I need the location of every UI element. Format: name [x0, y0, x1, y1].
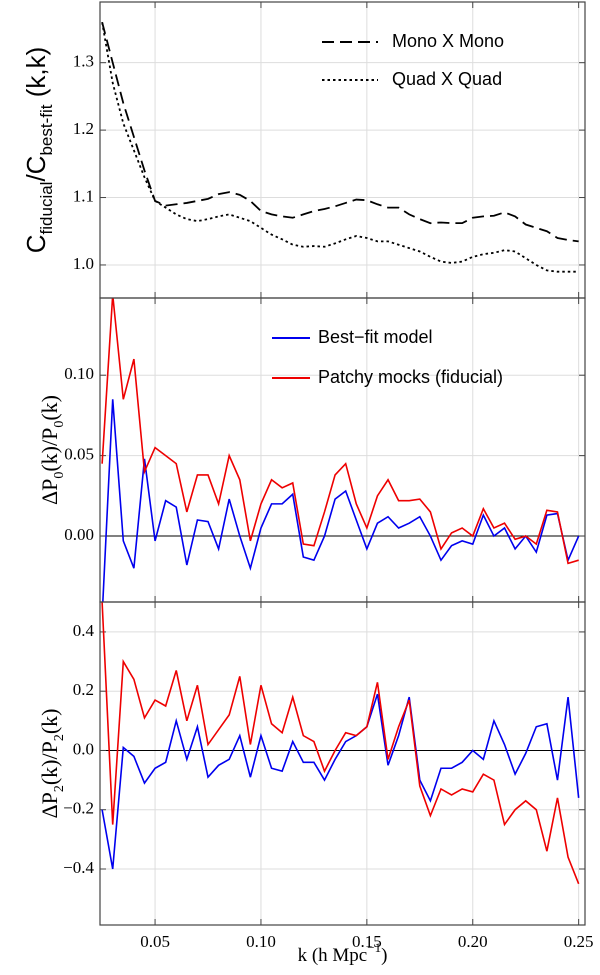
y-axis-label: ΔP0(k)/P0(k) — [37, 395, 67, 505]
y-axis-label: ΔP2(k)/P2(k) — [37, 708, 67, 818]
series-line — [101, 22, 579, 243]
y-tick-label: 0.2 — [73, 680, 94, 699]
y-label-part: 0 — [52, 472, 67, 479]
y-tick-label: 0.4 — [73, 621, 95, 640]
y-tick-label: 1.1 — [73, 186, 94, 205]
y-tick-label: 1.0 — [73, 254, 94, 273]
y-tick-label: 1.3 — [73, 52, 94, 71]
y-tick-label: 0.0 — [73, 739, 94, 758]
y-label-part: (k)/P — [37, 741, 62, 785]
series-line — [101, 602, 580, 885]
y-label-part: C — [21, 234, 51, 253]
x-label-part: k (h Mpc — [298, 945, 368, 966]
y-tick-label: 1.2 — [73, 119, 94, 138]
y-axis-label: Cfiducial/Cbest-fit (k,k) — [21, 47, 56, 254]
y-label-part: 2 — [52, 785, 67, 792]
series-line — [102, 399, 580, 602]
x-tick-label: 0.05 — [140, 932, 170, 951]
series-line — [101, 298, 579, 565]
legend-text: Patchy mocks (fiducial) — [318, 367, 503, 387]
x-tick-label: 0.20 — [458, 932, 488, 951]
frame — [99, 1, 586, 299]
x-label-part: −1 — [367, 940, 381, 955]
x-axis-label: k (h Mpc−1) — [298, 940, 388, 966]
y-label-part: (k) — [37, 395, 62, 421]
y-label-part: ΔP — [37, 479, 62, 505]
x-tick-label: 0.10 — [246, 932, 276, 951]
x-tick-label: 0.25 — [564, 932, 594, 951]
y-label-part: 0 — [52, 421, 67, 428]
y-tick-label: 0.00 — [64, 525, 94, 544]
series-line — [101, 22, 579, 273]
y-label-part: (k,k) — [21, 47, 51, 105]
y-label-part: fiducial — [37, 182, 56, 235]
y-label-part: 2 — [52, 734, 67, 741]
legend-text: Best−fit model — [318, 327, 433, 347]
series-line — [101, 693, 580, 870]
y-label-part: best-fit — [37, 104, 56, 155]
y-tick-label: −0.4 — [63, 858, 94, 877]
y-label-part: /C — [21, 156, 51, 182]
y-tick-label: 0.05 — [64, 445, 94, 464]
y-label-part: (k) — [37, 708, 62, 734]
y-label-part: ΔP — [37, 792, 62, 818]
y-tick-label: 0.10 — [64, 364, 94, 383]
legend-text: Mono X Mono — [392, 31, 504, 51]
x-tick-label: 0.15 — [352, 932, 382, 951]
x-label-part: ) — [381, 945, 387, 966]
y-label-part: (k)/P — [37, 428, 62, 472]
frame — [99, 601, 586, 926]
y-tick-label: −0.2 — [63, 799, 94, 818]
legend-text: Quad X Quad — [392, 69, 502, 89]
